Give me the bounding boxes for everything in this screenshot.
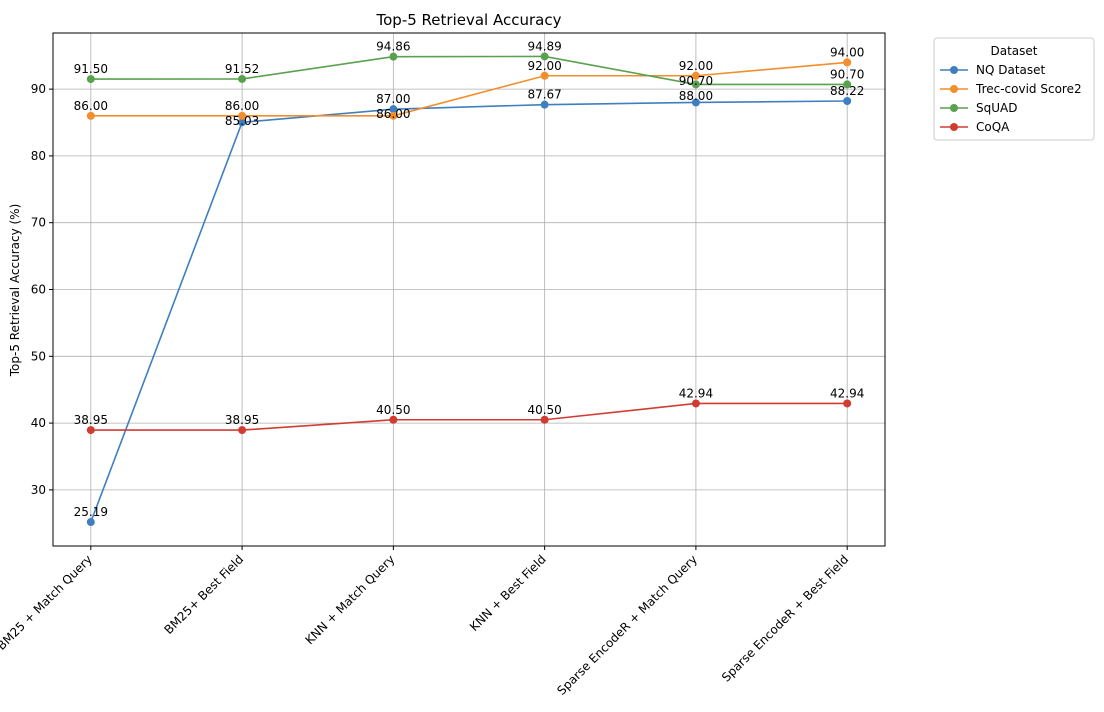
data-point (86, 111, 95, 120)
y-tick-label: 60 (31, 283, 46, 297)
data-label: 40.50 (527, 403, 561, 417)
data-point (540, 100, 549, 109)
data-label: 88.00 (679, 89, 713, 103)
series-line-0 (90, 100, 848, 523)
legend-entry: NQ Dataset (976, 63, 1046, 77)
data-label: 94.00 (830, 45, 864, 59)
data-label: 91.50 (74, 62, 108, 76)
data-label: 90.70 (830, 67, 864, 81)
legend-box (933, 37, 1095, 141)
data-label: 86.00 (225, 99, 259, 113)
data-point (86, 426, 95, 435)
data-point (238, 426, 247, 435)
data-point (238, 118, 247, 127)
legend-marker (950, 123, 958, 131)
series-line-1 (90, 61, 848, 117)
chart-title: Top-5 Retrieval Accuracy (376, 11, 562, 29)
legend-title: Dataset (991, 44, 1038, 58)
data-label: 90.70 (679, 74, 713, 88)
series-line-3 (90, 402, 848, 431)
data-point (691, 98, 700, 107)
data-point (691, 399, 700, 408)
data-point (540, 415, 549, 424)
x-tick-label: KNN + Match Query (302, 552, 397, 647)
y-tick-label: 40 (31, 416, 46, 430)
data-label: 42.94 (679, 386, 713, 400)
data-label: 92.00 (679, 59, 713, 73)
data-point (691, 71, 700, 80)
legend-marker (950, 104, 958, 112)
data-label: 94.86 (376, 40, 410, 54)
data-point (389, 52, 398, 61)
data-point (389, 111, 398, 120)
legend-marker (950, 85, 958, 93)
legend-entry: SqUAD (976, 101, 1017, 115)
data-label: 40.50 (376, 403, 410, 417)
data-label: 88.22 (830, 84, 864, 98)
y-tick-label: 50 (31, 349, 46, 363)
data-label: 86.00 (74, 99, 108, 113)
data-point (843, 80, 852, 89)
x-tick-label: Sparse EncodeR + Best Field (719, 552, 851, 684)
data-point (86, 75, 95, 84)
legend-entry: CoQA (976, 120, 1010, 134)
y-tick-label: 90 (31, 82, 46, 96)
y-tick-label: 70 (31, 216, 46, 230)
data-label: 38.95 (74, 413, 108, 427)
data-point (86, 518, 95, 527)
y-tick-label: 30 (31, 483, 46, 497)
y-tick-label: 80 (31, 149, 46, 163)
legend-marker (950, 66, 958, 74)
data-label: 86.00 (376, 107, 410, 121)
y-axis-label: Top-5 Retrieval Accuracy (%) (8, 204, 22, 378)
series-line-2 (90, 55, 848, 86)
x-tick-label: BM25 + Match Query (0, 552, 95, 653)
data-label: 94.89 (527, 39, 561, 53)
x-tick-label: BM25+ Best Field (161, 552, 246, 637)
x-tick-label: Sparse EncodeR + Match Query (554, 552, 700, 698)
data-point (843, 399, 852, 408)
data-point (540, 71, 549, 80)
data-point (843, 96, 852, 105)
data-point (238, 111, 247, 120)
data-label: 85.03 (225, 114, 259, 128)
data-label: 25.19 (74, 505, 108, 519)
data-label: 87.67 (527, 88, 561, 102)
data-point (238, 74, 247, 83)
data-label: 38.95 (225, 413, 259, 427)
data-label: 87.00 (376, 92, 410, 106)
data-label: 91.52 (225, 62, 259, 76)
data-label: 92.00 (527, 59, 561, 73)
legend: Dataset NQ Dataset Trec-covid Score2 SqUAD… (933, 37, 1095, 141)
data-label: 42.94 (830, 386, 864, 400)
data-point (540, 52, 549, 61)
data-point (389, 415, 398, 424)
data-point (389, 105, 398, 114)
legend-entry: Trec-covid Score2 (975, 82, 1082, 96)
data-point (843, 58, 852, 67)
data-point (691, 80, 700, 89)
x-tick-label: KNN + Best Field (467, 552, 549, 634)
